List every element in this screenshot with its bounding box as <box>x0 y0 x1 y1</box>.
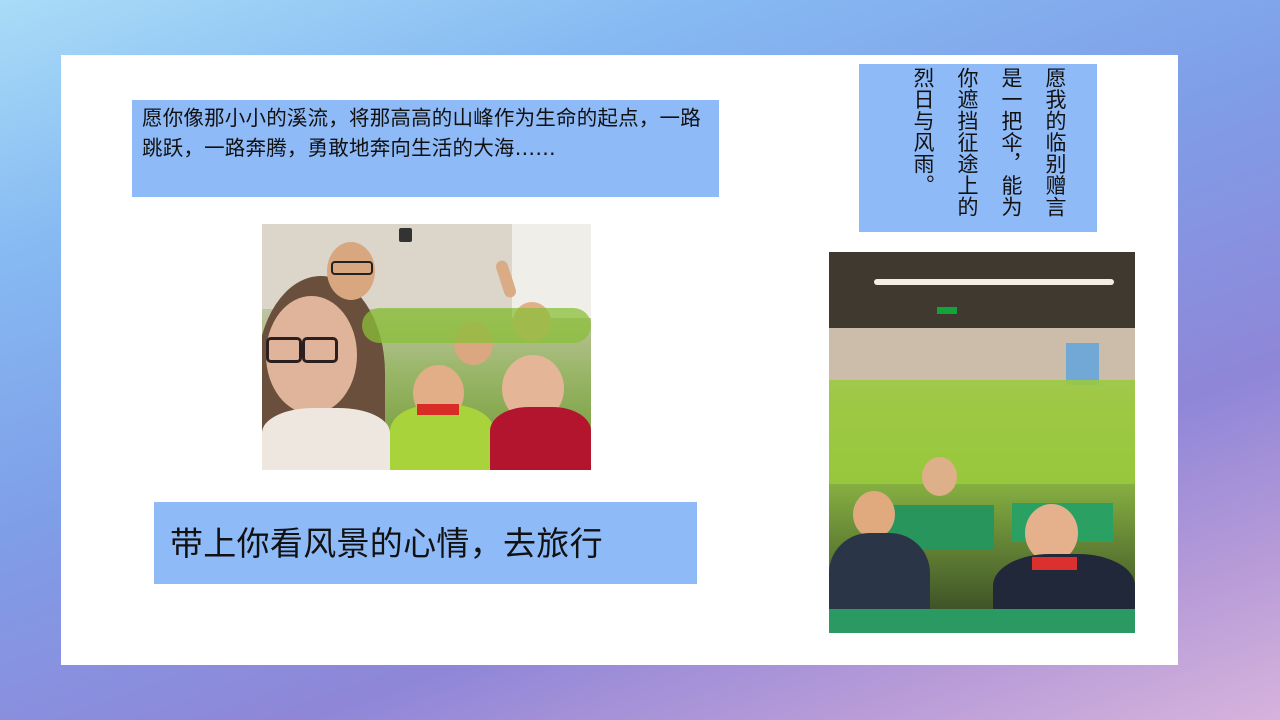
dining-hall-photo <box>829 252 1135 633</box>
student-face-front <box>1025 504 1078 562</box>
ceiling-panels <box>829 252 1135 328</box>
classroom-selfie-photo <box>262 224 591 470</box>
front-green-table-edge <box>829 609 1135 633</box>
ceiling-lights <box>874 279 1114 285</box>
students-crowd <box>829 380 1135 484</box>
caption-text-box: 带上你看风景的心情，去旅行 <box>154 502 697 584</box>
student-face-middle <box>922 457 957 496</box>
vertical-text: 愿我的临别赠言是一把伞，能为你遮挡征途上的烈日与风雨。 <box>911 67 1067 218</box>
red-scarf-center <box>417 404 459 415</box>
dark-speaker <box>399 228 412 242</box>
quote-text-box: 愿你像那小小的溪流，将那高高的山峰作为生命的起点，一路跳跃，一路奔腾，勇敢地奔向… <box>132 100 719 197</box>
red-scarf-front <box>1032 557 1077 570</box>
green-jackets-row <box>362 308 591 343</box>
teacher-glasses-left <box>266 337 302 363</box>
teacher-face <box>266 296 357 414</box>
quote-text: 愿你像那小小的溪流，将那高高的山峰作为生命的起点，一路跳跃，一路奔腾，勇敢地奔向… <box>142 106 701 160</box>
green-exit-sign <box>937 307 957 314</box>
blue-poster <box>1066 343 1099 385</box>
vertical-text-box: 愿我的临别赠言是一把伞，能为你遮挡征途上的烈日与风雨。 <box>859 64 1097 232</box>
student-jacket-right <box>490 407 591 470</box>
teacher-sweater <box>262 408 390 470</box>
student-head-back-left <box>327 242 375 300</box>
slide-panel: 愿你像那小小的溪流，将那高高的山峰作为生命的起点，一路跳跃，一路奔腾，勇敢地奔向… <box>61 55 1178 665</box>
student-face-left <box>853 491 895 538</box>
caption-text: 带上你看风景的心情，去旅行 <box>170 524 603 563</box>
student-jacket-center <box>390 405 494 470</box>
student-glasses-back <box>331 261 373 275</box>
teacher-glasses-right <box>302 337 338 363</box>
